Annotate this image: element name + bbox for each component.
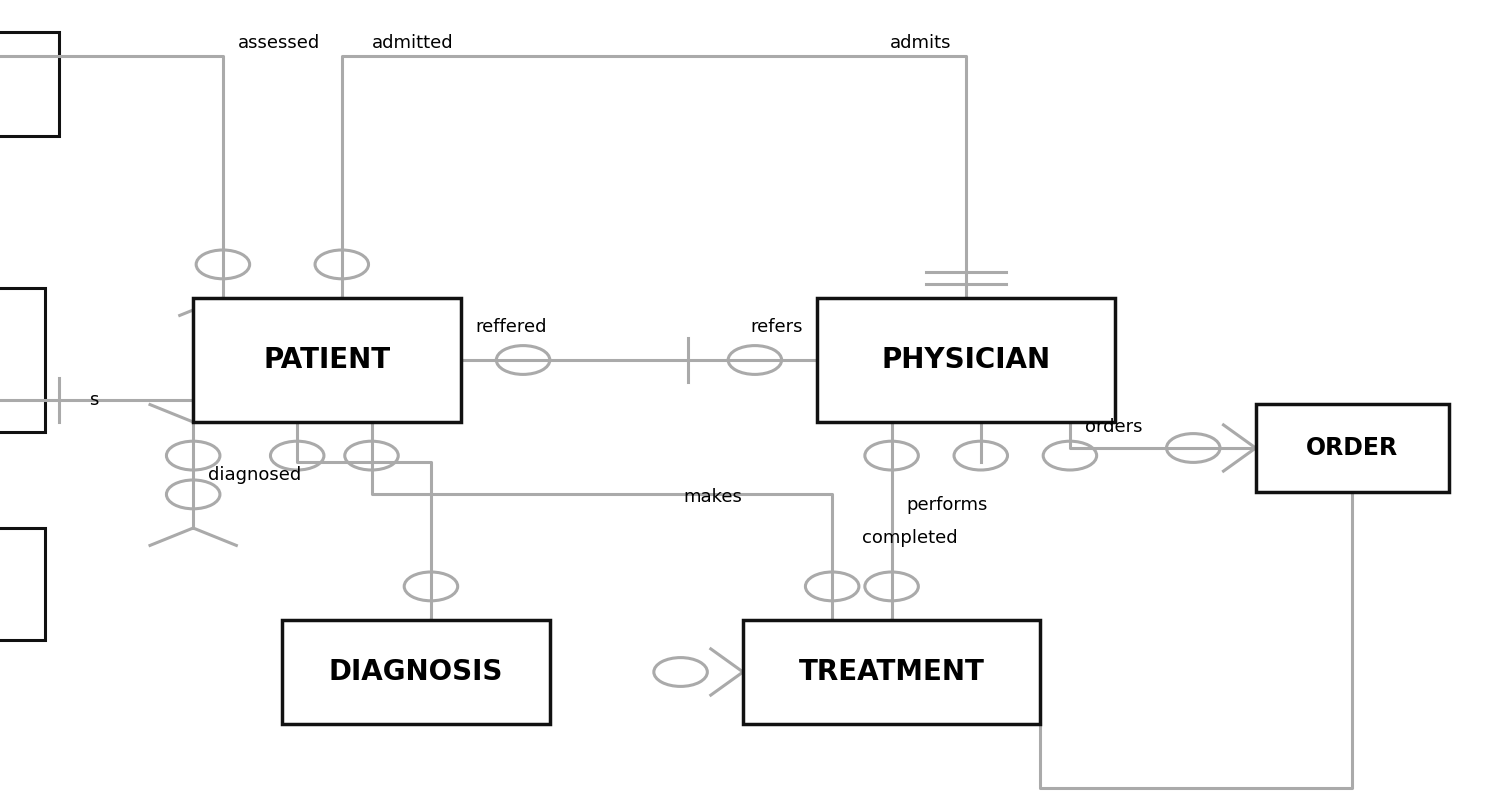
Text: admits: admits	[890, 34, 951, 52]
Text: s: s	[89, 391, 98, 409]
Text: completed: completed	[862, 530, 957, 547]
Text: makes: makes	[684, 488, 743, 506]
Text: refers: refers	[750, 318, 802, 336]
FancyBboxPatch shape	[1256, 404, 1449, 492]
Text: admitted: admitted	[372, 34, 453, 52]
Text: ORDER: ORDER	[1306, 436, 1398, 460]
FancyBboxPatch shape	[0, 528, 45, 640]
FancyBboxPatch shape	[0, 288, 45, 432]
Text: PATIENT: PATIENT	[263, 346, 391, 374]
FancyBboxPatch shape	[282, 620, 550, 724]
Text: orders: orders	[1085, 418, 1143, 436]
Text: DIAGNOSIS: DIAGNOSIS	[328, 658, 504, 686]
FancyBboxPatch shape	[0, 32, 59, 136]
FancyBboxPatch shape	[817, 298, 1114, 422]
Text: diagnosed: diagnosed	[208, 466, 302, 484]
FancyBboxPatch shape	[743, 620, 1040, 724]
Text: PHYSICIAN: PHYSICIAN	[881, 346, 1051, 374]
Text: TREATMENT: TREATMENT	[798, 658, 985, 686]
Text: assessed: assessed	[238, 34, 319, 52]
FancyBboxPatch shape	[193, 298, 461, 422]
Text: performs: performs	[906, 496, 988, 514]
Text: reffered: reffered	[476, 318, 547, 336]
